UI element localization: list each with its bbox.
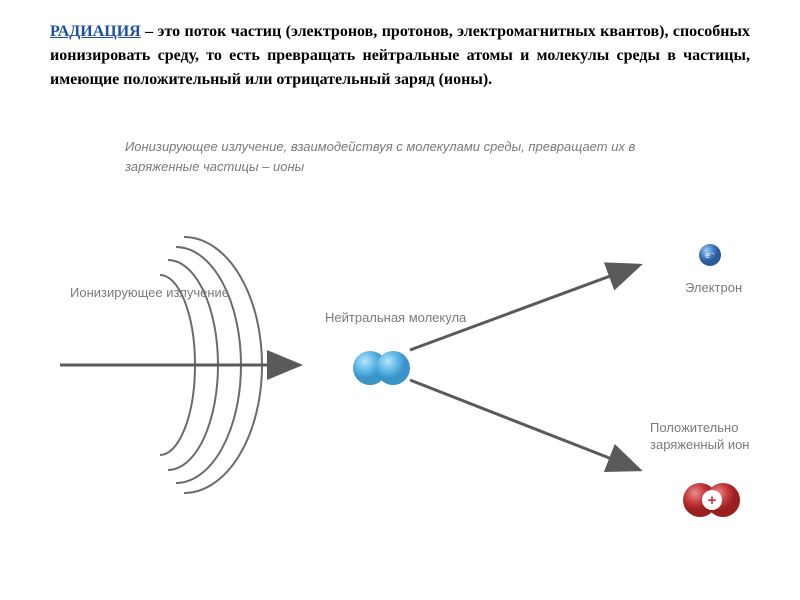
label-radiation: Ионизирующее излучение (70, 285, 229, 300)
neutral-molecule-icon (353, 351, 410, 385)
definition-paragraph: РАДИАЦИЯ – это поток частиц (электронов,… (50, 20, 750, 92)
svg-text:e⁻: e⁻ (705, 250, 715, 260)
electron-icon: e⁻ (699, 244, 721, 266)
positive-ion-icon: + (683, 483, 740, 517)
svg-text:+: + (708, 492, 717, 509)
ionization-diagram: e⁻ + Ионизирующее излучение Нейтральная … (0, 220, 800, 570)
definition-text: – это поток частиц (электронов, протонов… (50, 23, 750, 88)
term-radiation: РАДИАЦИЯ (50, 23, 141, 40)
diagram-svg: e⁻ + (0, 220, 800, 570)
label-molecule: Нейтральная молекула (325, 310, 466, 325)
diagram-caption: Ионизирующее излучение, взаимодействуя с… (50, 137, 750, 176)
label-electron: Электрон (685, 280, 742, 295)
split-arrows (410, 265, 640, 470)
label-ion: Положительно заряженный ион (650, 420, 770, 454)
